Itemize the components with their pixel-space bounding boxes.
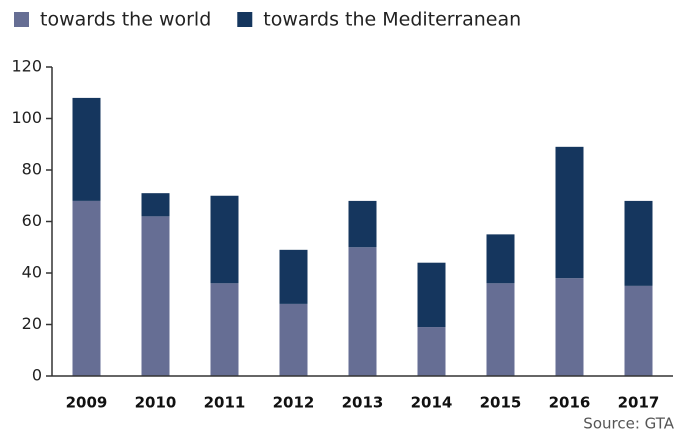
x-tick-label: 2009 bbox=[66, 394, 108, 412]
bar-segment bbox=[348, 200, 377, 248]
legend-swatch bbox=[14, 12, 29, 27]
bar-segment bbox=[555, 278, 584, 376]
y-tick-label: 60 bbox=[22, 211, 42, 230]
x-tick-label: 2012 bbox=[273, 394, 315, 412]
bar-segment bbox=[486, 234, 515, 284]
bar-segment bbox=[279, 303, 308, 376]
bar-segment bbox=[624, 285, 653, 376]
legend-swatch bbox=[237, 12, 253, 27]
y-tick-label: 40 bbox=[22, 263, 42, 282]
y-tick-label: 120 bbox=[11, 57, 42, 76]
bar-segment bbox=[141, 193, 170, 217]
bar-segment bbox=[624, 200, 653, 286]
bar-segment bbox=[555, 146, 584, 279]
x-tick-label: 2014 bbox=[411, 394, 453, 412]
bar-segment bbox=[279, 249, 308, 304]
x-tick-label: 2015 bbox=[480, 394, 522, 412]
y-tick-label: 0 bbox=[32, 366, 42, 385]
legend-label: towards the world bbox=[40, 9, 211, 31]
bar-segment bbox=[417, 327, 446, 376]
legend-label: towards the Mediterranean bbox=[263, 9, 521, 31]
bar-segment bbox=[486, 283, 515, 376]
y-tick-label: 100 bbox=[11, 108, 42, 127]
bar-segment bbox=[210, 195, 239, 284]
source: Source: GTA bbox=[583, 415, 674, 430]
bar-segment bbox=[141, 216, 170, 376]
bar-segment bbox=[72, 200, 101, 376]
x-tick-label: 2017 bbox=[618, 394, 660, 412]
x-tick-label: 2013 bbox=[342, 394, 384, 412]
bar-segment bbox=[72, 97, 101, 201]
bar-segment bbox=[417, 262, 446, 328]
x-tick-label: 2010 bbox=[135, 394, 177, 412]
bar-segment bbox=[348, 247, 377, 376]
bar-segment bbox=[210, 283, 239, 376]
y-tick-label: 80 bbox=[22, 160, 42, 179]
y-tick-label: 20 bbox=[22, 314, 42, 333]
x-tick-label: 2011 bbox=[204, 394, 246, 412]
x-tick-label: 2016 bbox=[549, 394, 591, 412]
